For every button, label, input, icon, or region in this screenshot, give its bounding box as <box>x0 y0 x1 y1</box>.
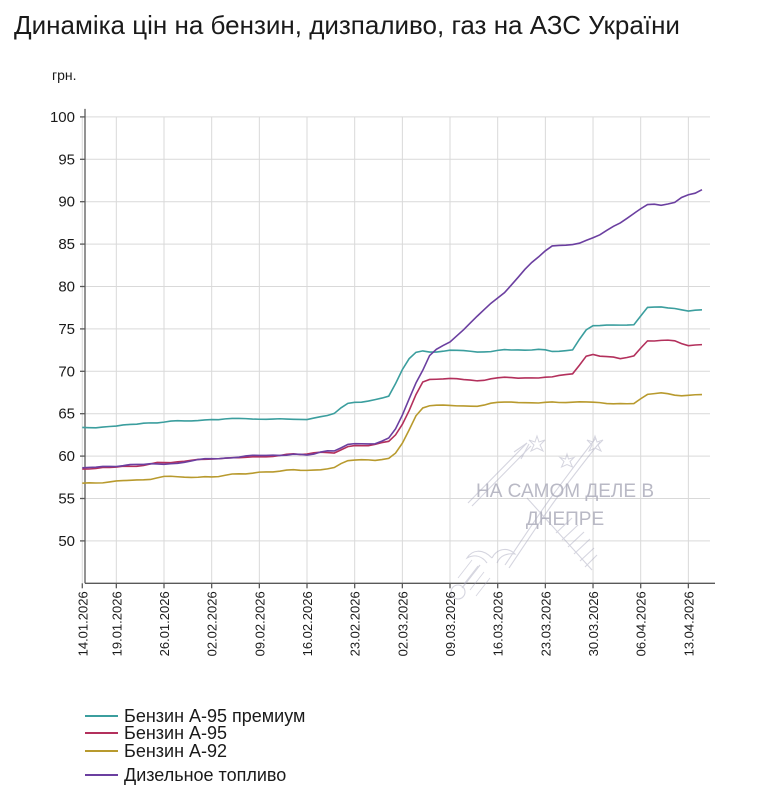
svg-text:65: 65 <box>58 406 75 423</box>
svg-text:19.01.2026: 19.01.2026 <box>109 591 124 656</box>
svg-text:100: 100 <box>50 109 75 126</box>
svg-text:Бензин А-95: Бензин А-95 <box>124 723 227 743</box>
svg-text:02.03.2026: 02.03.2026 <box>395 591 410 656</box>
svg-text:06.04.2026: 06.04.2026 <box>634 591 649 656</box>
svg-text:50: 50 <box>58 533 75 550</box>
svg-text:23.02.2026: 23.02.2026 <box>348 591 363 656</box>
svg-text:23.03.2026: 23.03.2026 <box>538 591 553 656</box>
svg-text:16.03.2026: 16.03.2026 <box>491 591 506 656</box>
svg-text:09.03.2026: 09.03.2026 <box>443 591 458 656</box>
svg-text:13.04.2026: 13.04.2026 <box>681 591 696 656</box>
svg-text:90: 90 <box>58 194 75 211</box>
svg-text:95: 95 <box>58 151 75 168</box>
svg-text:Бензин А-92: Бензин А-92 <box>124 741 227 761</box>
svg-text:16.02.2026: 16.02.2026 <box>300 591 315 656</box>
svg-text:02.02.2026: 02.02.2026 <box>205 591 220 656</box>
svg-text:НА САМОМ ДЕЛЕ В: НА САМОМ ДЕЛЕ В <box>476 481 654 502</box>
svg-text:ДНЕПРЕ: ДНЕПРЕ <box>526 509 604 530</box>
svg-text:30.03.2026: 30.03.2026 <box>586 591 601 656</box>
svg-text:60: 60 <box>58 448 75 465</box>
svg-text:Дизельное топливо: Дизельное топливо <box>124 765 286 785</box>
svg-text:75: 75 <box>58 321 75 338</box>
svg-text:26.01.2026: 26.01.2026 <box>157 591 172 656</box>
svg-text:09.02.2026: 09.02.2026 <box>252 591 267 656</box>
svg-text:80: 80 <box>58 279 75 296</box>
svg-text:14.01.2026: 14.01.2026 <box>75 591 90 656</box>
svg-text:85: 85 <box>58 236 75 253</box>
svg-text:грн.: грн. <box>52 67 77 83</box>
svg-text:70: 70 <box>58 363 75 380</box>
svg-text:55: 55 <box>58 491 75 508</box>
